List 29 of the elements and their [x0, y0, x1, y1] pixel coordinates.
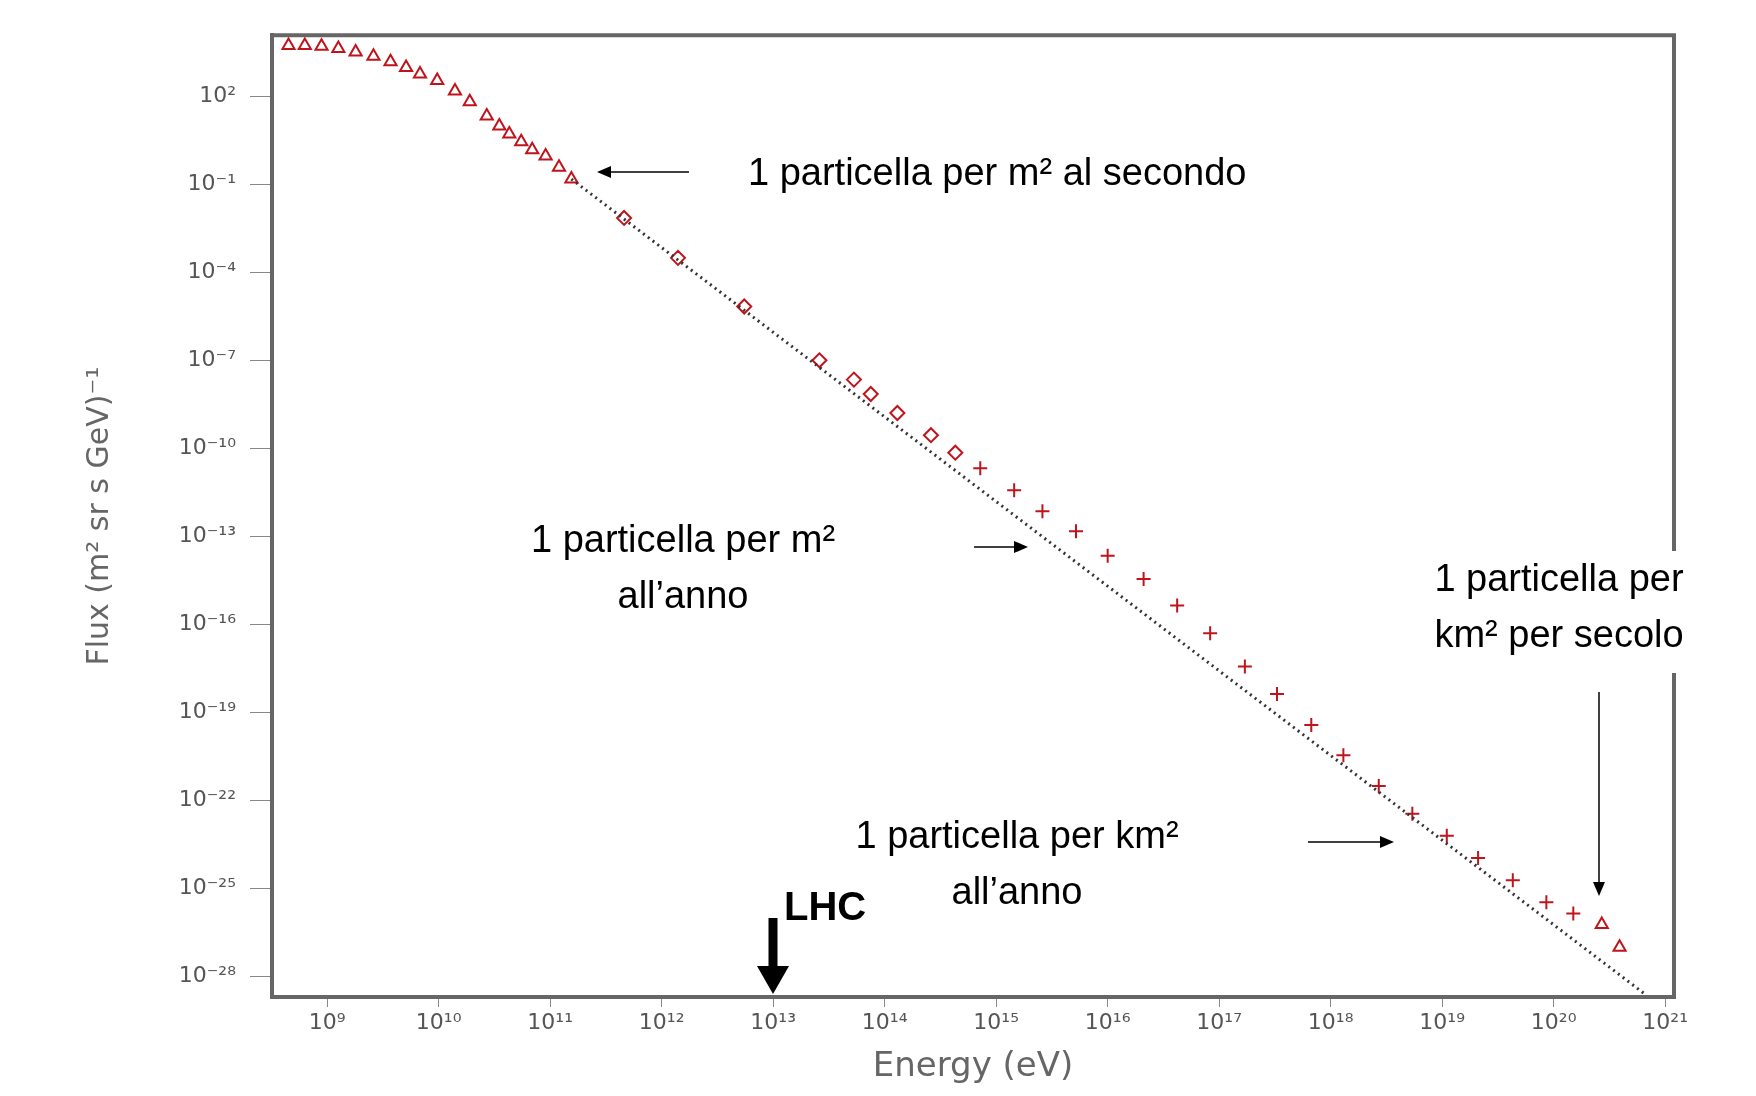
annotation: 1 particella per m² all’anno	[530, 518, 836, 616]
x-axis-title: Energy (eV)	[872, 1044, 1074, 1085]
x-tick-label: 10¹³	[750, 1008, 796, 1034]
y-tick-label: 10⁻²²	[178, 786, 236, 812]
x-tick-label: 10¹⁰	[415, 1008, 462, 1034]
x-tick-label: 10²¹	[1642, 1008, 1688, 1034]
y-tick-label: 10⁻⁷	[187, 346, 236, 372]
y-tick-label: 10⁻¹³	[178, 522, 236, 548]
x-tick-label: 10¹¹	[527, 1008, 573, 1034]
x-tick-label: 10¹⁴	[861, 1008, 908, 1034]
annotation: 1 particella per km² per secolo	[1434, 557, 1684, 655]
y-tick-label: 10⁻¹	[187, 169, 236, 195]
x-tick-label: 10⁹	[308, 1008, 346, 1034]
y-tick-label: 10⁻¹⁶	[178, 610, 237, 636]
x-tick-label: 10¹⁹	[1419, 1008, 1465, 1034]
y-axis-title: Flux (m² sr s GeV)⁻¹	[79, 366, 115, 666]
y-tick-label: 10²	[199, 81, 236, 107]
y-tick-label: 10⁻²⁸	[178, 962, 237, 988]
x-tick-label: 10¹²	[638, 1008, 685, 1034]
x-tick-label: 10¹⁶	[1084, 1008, 1131, 1034]
annotation: 1 particella per m² al secondo	[748, 151, 1247, 193]
x-tick-label: 10²⁰	[1530, 1008, 1577, 1034]
y-tick-label: 10⁻⁴	[187, 257, 237, 283]
x-tick-label: 10¹⁵	[973, 1008, 1019, 1034]
x-tick-label: 10¹⁷	[1196, 1008, 1242, 1034]
y-tick-label: 10⁻¹⁹	[178, 698, 236, 724]
y-tick-label: 10⁻¹⁰	[178, 434, 237, 460]
y-tick-label: 10⁻²⁵	[178, 874, 236, 900]
x-tick-label: 10¹⁸	[1307, 1008, 1354, 1034]
